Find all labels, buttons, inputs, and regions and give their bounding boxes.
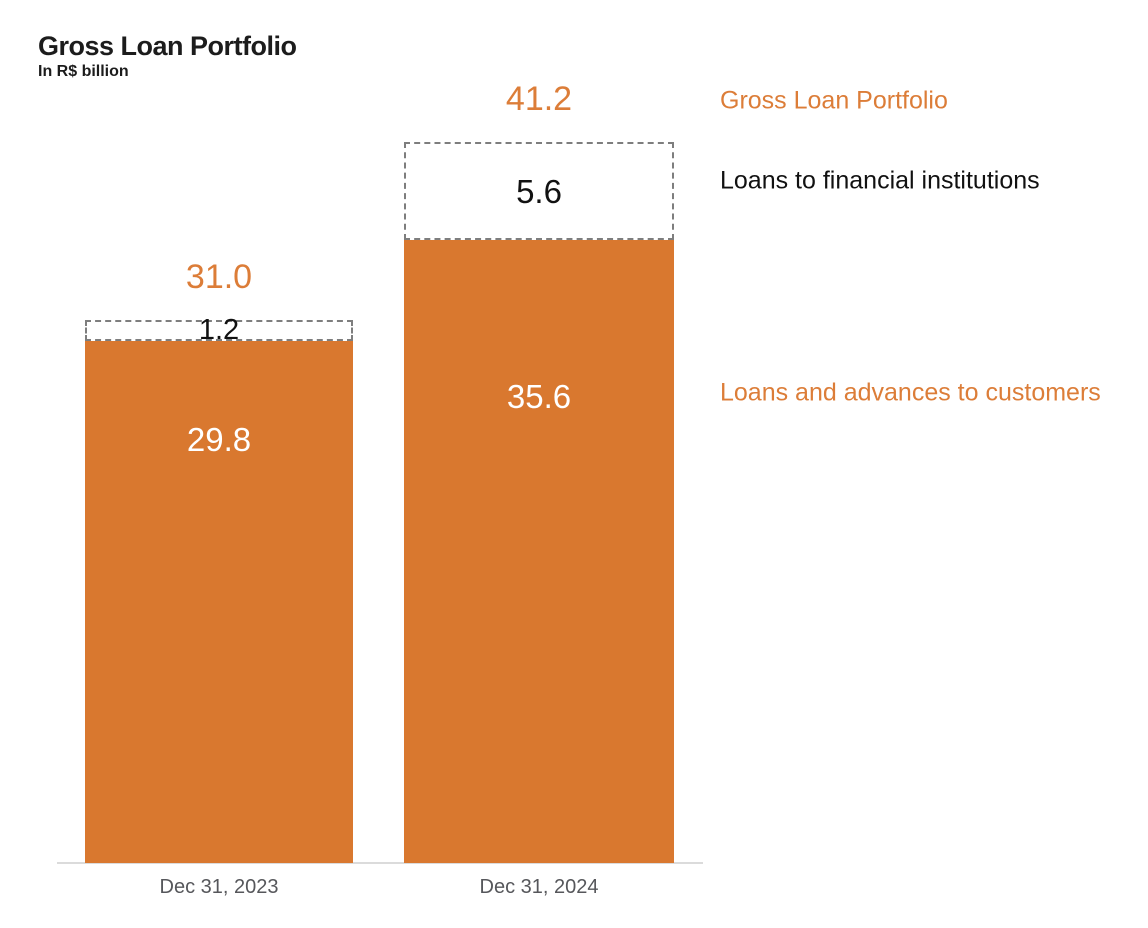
bar-dec-31-2024: 41.2 5.6 35.6 — [404, 80, 674, 863]
segment-value-label: 35.6 — [506, 378, 572, 415]
chart-title: Gross Loan Portfolio — [38, 31, 297, 61]
legend-item-loans-to-financial-institutions: Loans to financial institutions — [720, 166, 1040, 195]
x-tick-label-2023: Dec 31, 2023 — [159, 876, 279, 898]
solid-segment-customers-2024: 35.6 — [404, 240, 674, 863]
x-axis-line — [57, 862, 703, 864]
total-value-label-2023: 31.0 — [185, 257, 253, 296]
legend-item-gross-loan-portfolio: Gross Loan Portfolio — [720, 86, 948, 115]
total-value-label-2024: 41.2 — [505, 79, 573, 118]
solid-segment-customers-2023: 29.8 — [85, 341, 353, 863]
segment-value-label: 1.2 — [198, 314, 240, 346]
x-tick-label-2024: Dec 31, 2024 — [479, 876, 599, 898]
segment-value-label: 29.8 — [186, 421, 252, 458]
chart-subtitle: In R$ billion — [38, 62, 129, 80]
legend-item-loans-and-advances-to-customers: Loans and advances to customers — [720, 378, 1101, 407]
segment-value-label: 5.6 — [516, 172, 562, 210]
dashed-segment-financial-institutions-2024: 5.6 — [404, 142, 674, 240]
dashed-segment-financial-institutions-2023: 1.2 — [85, 316, 353, 345]
bar-dec-31-2023: 31.0 1.2 29.8 — [85, 258, 353, 863]
chart-header: Gross Loan Portfolio In R$ billion — [38, 31, 297, 80]
